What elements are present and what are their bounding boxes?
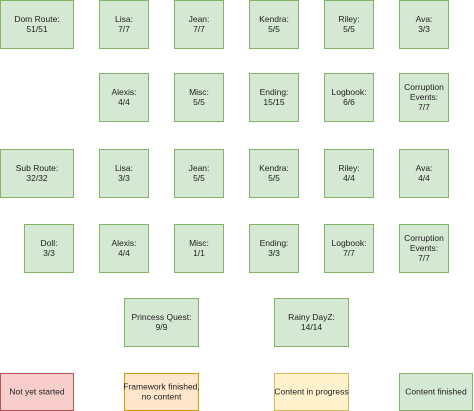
- node: [0, 0, 74, 49]
- node: [324, 224, 374, 273]
- legend-item-label: no content: [142, 391, 182, 401]
- node-label: Logbook:: [332, 87, 367, 97]
- node-label: Rainy DayZ:: [288, 312, 335, 322]
- node-label: Ending:: [260, 87, 289, 97]
- node-label: 7/7: [418, 253, 430, 263]
- node: [249, 73, 299, 122]
- legend-item-label: Framework finished,: [123, 381, 200, 391]
- node-label: 3/3: [43, 248, 55, 258]
- node: [24, 224, 74, 273]
- node-label: 6/6: [343, 97, 355, 107]
- node-label: Jean:: [189, 14, 210, 24]
- node: [99, 0, 149, 49]
- node: [99, 224, 149, 273]
- node-label: Alexis:: [111, 238, 136, 248]
- node: [0, 149, 74, 198]
- node-label: Ending:: [260, 238, 289, 248]
- legend-item: [124, 373, 199, 411]
- node-label: Dom Route:: [14, 14, 59, 24]
- node-label: 51/51: [26, 24, 48, 34]
- node-label: 32/32: [26, 173, 48, 183]
- node-label: 7/7: [343, 248, 355, 258]
- node: [124, 298, 199, 347]
- node: [399, 224, 449, 273]
- node-label: Sub Route:: [16, 163, 59, 173]
- node-label: 4/4: [418, 173, 430, 183]
- node-label: Events:: [410, 92, 438, 102]
- node-label: Riley:: [338, 163, 359, 173]
- node: [399, 73, 449, 122]
- node-label: Princess Quest:: [132, 312, 192, 322]
- node-label: Alexis:: [111, 87, 136, 97]
- node-label: Misc:: [189, 87, 209, 97]
- node-label: Ava:: [416, 14, 433, 24]
- node: [174, 73, 224, 122]
- node-label: Events:: [410, 243, 438, 253]
- node: [324, 149, 374, 198]
- node-label: 5/5: [193, 97, 205, 107]
- node-label: Doll:: [40, 238, 57, 248]
- node-label: 4/4: [118, 97, 130, 107]
- node: [399, 149, 449, 198]
- node: [249, 0, 299, 49]
- node-label: Corruption: [404, 82, 444, 92]
- node-label: 7/7: [118, 24, 130, 34]
- node-label: Kendra:: [259, 14, 289, 24]
- node-label: 14/14: [301, 322, 323, 332]
- legend-item: [274, 373, 349, 411]
- node: [174, 0, 224, 49]
- node: [174, 149, 224, 198]
- node-label: 5/5: [343, 24, 355, 34]
- node-label: 5/5: [268, 24, 280, 34]
- node-label: 15/15: [263, 97, 285, 107]
- node-label: Lisa:: [115, 14, 133, 24]
- node: [99, 73, 149, 122]
- node-label: 7/7: [418, 102, 430, 112]
- node-label: 4/4: [118, 248, 130, 258]
- node-label: 3/3: [118, 173, 130, 183]
- node-label: 5/5: [268, 173, 280, 183]
- legend-item: [0, 373, 74, 411]
- legend-item-label: Not yet started: [9, 386, 65, 396]
- node: [324, 0, 374, 49]
- node: [249, 224, 299, 273]
- node: [249, 149, 299, 198]
- node-label: 3/3: [268, 248, 280, 258]
- node-label: Corruption: [404, 233, 444, 243]
- node-label: Misc:: [189, 238, 209, 248]
- node: [274, 298, 349, 347]
- node-label: 9/9: [156, 322, 168, 332]
- node-label: Jean:: [189, 163, 210, 173]
- node: [99, 149, 149, 198]
- node: [174, 224, 224, 273]
- node: [399, 0, 449, 49]
- node-label: 4/4: [343, 173, 355, 183]
- node-label: Lisa:: [115, 163, 133, 173]
- node-label: 5/5: [193, 173, 205, 183]
- legend-item: [399, 373, 473, 411]
- node-label: Ava:: [416, 163, 433, 173]
- node-label: 3/3: [418, 24, 430, 34]
- legend-item-label: Content finished: [405, 386, 467, 396]
- node: [324, 73, 374, 122]
- node-label: Kendra:: [259, 163, 289, 173]
- node-label: 1/1: [193, 248, 205, 258]
- node-label: Logbook:: [332, 238, 367, 248]
- node-label: Riley:: [338, 14, 359, 24]
- node-label: 7/7: [193, 24, 205, 34]
- legend-item-label: Content in progress: [274, 386, 348, 396]
